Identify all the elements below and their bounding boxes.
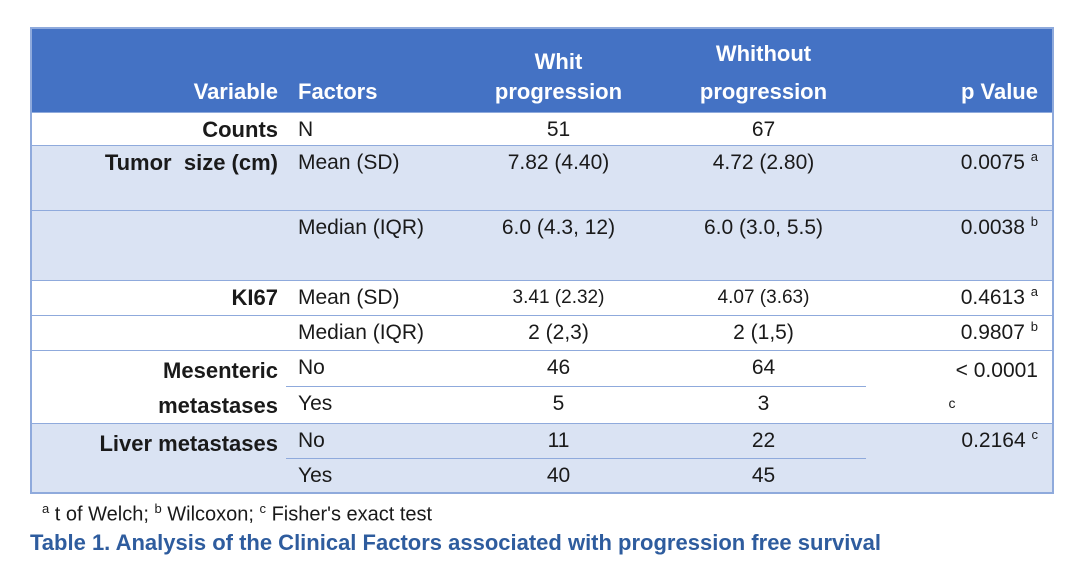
variable-cell: KI67: [31, 279, 286, 315]
header-variable: Variable: [193, 78, 278, 104]
header-with-line2: progression: [494, 78, 623, 104]
factor-cell: Mean (SD): [286, 279, 456, 315]
row-ki67-mean: KI67 Mean (SD) 3.41 (2.32) 4.07 (3.63) 0…: [31, 279, 1053, 315]
footnote: a t of Welch; b Wilcoxon; c Fisher's exa…: [42, 501, 1052, 527]
clinical-factors-table: Variable Factors Whit progression Whitho…: [30, 27, 1054, 494]
test-marker: c: [1031, 426, 1039, 442]
footnote-marker-a: a: [42, 501, 50, 516]
factor-cell: Mean (SD): [286, 144, 456, 210]
header-without-line1: Whithout: [715, 40, 812, 66]
factor-cell: No: [286, 422, 456, 458]
p-value: 0.0075: [960, 150, 1025, 174]
factor-cell: No: [286, 349, 456, 387]
row-mesenteric-yes: Yes 5 3: [31, 386, 1053, 423]
row-ki67-median: Median (IQR) 2 (2,3) 2 (1,5) 0.9807 b: [31, 314, 1053, 350]
factor-cell: Yes: [286, 386, 456, 423]
row-tumor-size-median: Median (IQR) 6.0 (4.3, 12) 6.0 (3.0, 5.5…: [31, 209, 1053, 280]
without-progression-cell: 4.72 (2.80): [661, 144, 866, 210]
without-progression-cell: 64: [661, 349, 866, 387]
header-with-progression: Whit progression: [456, 28, 661, 112]
p-value-cell: < 0.0001 c: [866, 349, 1053, 423]
factor-cell: Yes: [286, 457, 456, 493]
row-liver-yes: Yes 40 45: [31, 457, 1053, 493]
footnote-text-a: t of Welch;: [49, 503, 155, 526]
with-progression-cell: 51: [456, 111, 661, 145]
p-value: < 0.0001: [955, 358, 1038, 382]
with-progression-cell: 11: [456, 422, 661, 458]
factor-cell: Median (IQR): [286, 209, 456, 280]
with-progression-cell: 5: [456, 386, 661, 423]
row-counts: Counts N 51 67: [31, 111, 1053, 145]
without-progression-cell: 4.07 (3.63): [661, 279, 866, 315]
p-value-cell: 0.4613 a: [866, 279, 1053, 315]
p-value: 0.0038: [960, 215, 1025, 239]
p-value-cell: [866, 111, 1053, 145]
header-with-line1: Whit: [534, 48, 583, 74]
variable-cell: Mesenteric metastases: [31, 349, 286, 423]
variable-cell: [31, 314, 286, 350]
footnote-marker-c: c: [259, 501, 267, 516]
p-value: 0.9807: [960, 320, 1025, 344]
row-tumor-size-mean: Tumor size (cm) Mean (SD) 7.82 (4.40) 4.…: [31, 144, 1053, 210]
test-marker: b: [1030, 213, 1038, 229]
test-marker: a: [1030, 283, 1038, 299]
without-progression-cell: 2 (1,5): [661, 314, 866, 350]
without-progression-cell: 3: [661, 386, 866, 423]
header-without-progression: Whithout progression: [661, 28, 866, 112]
test-marker: c: [948, 394, 956, 411]
with-progression-cell: 7.82 (4.40): [456, 144, 661, 210]
variable-cell: [31, 209, 286, 280]
variable-cell: Tumor size (cm): [31, 144, 286, 210]
with-progression-cell: 2 (2,3): [456, 314, 661, 350]
footnote-text-b: Wilcoxon;: [161, 503, 260, 526]
without-progression-cell: 67: [661, 111, 866, 145]
p-value: 0.2164: [961, 428, 1026, 452]
row-liver-no: Liver metastases No 11 22 0.2164 c: [31, 422, 1053, 493]
with-progression-cell: 3.41 (2.32): [456, 279, 661, 315]
with-progression-cell: 40: [456, 457, 661, 493]
variable-cell: Counts: [31, 111, 286, 145]
p-value: 0.4613: [960, 285, 1025, 309]
with-progression-cell: 46: [456, 349, 661, 387]
without-progression-cell: 6.0 (3.0, 5.5): [661, 209, 866, 280]
p-value-cell: 0.2164 c: [866, 422, 1053, 493]
row-mesenteric-no: Mesenteric metastases No 46 64 < 0.0001 …: [31, 349, 1053, 423]
test-marker: a: [1030, 148, 1038, 164]
table-caption: Table 1. Analysis of the Clinical Factor…: [30, 529, 881, 555]
header-factors: Factors: [298, 78, 378, 104]
footnote-text-c: Fisher's exact test: [266, 503, 433, 526]
variable-cell: Liver metastases: [31, 422, 286, 493]
slide: Variable Factors Whit progression Whitho…: [30, 27, 1054, 555]
factor-cell: N: [286, 111, 456, 145]
without-progression-cell: 22: [661, 422, 866, 458]
header-without-line2: progression: [699, 78, 828, 104]
header-row: Variable Factors Whit progression Whitho…: [31, 28, 1053, 112]
without-progression-cell: 45: [661, 457, 866, 493]
factor-cell: Median (IQR): [286, 314, 456, 350]
footnote-marker-b: b: [154, 501, 162, 516]
p-value-cell: 0.9807 b: [866, 314, 1053, 350]
test-marker: b: [1030, 318, 1038, 334]
p-value-cell: 0.0038 b: [866, 209, 1053, 280]
p-value-cell: 0.0075 a: [866, 144, 1053, 210]
header-p-value: p Value: [960, 78, 1038, 104]
with-progression-cell: 6.0 (4.3, 12): [456, 209, 661, 280]
